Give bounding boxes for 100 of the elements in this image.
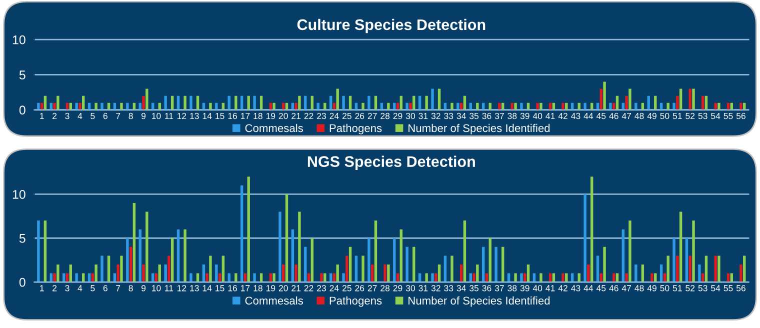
bar [463,220,466,282]
bar [688,88,692,110]
x-tick-label: 33 [444,285,454,292]
y-tick-label: 5 [19,234,26,243]
x-tick-label: 38 [508,112,517,120]
y-tick-label: 10 [12,35,26,44]
bar [116,264,120,282]
bar [190,273,192,282]
x-tick-label: 22 [304,285,314,292]
legend-label: Commesals [245,124,303,132]
bar [142,96,145,110]
bar [498,102,501,110]
bar [129,246,132,282]
legend-label: Pathogens [330,124,382,134]
bar [685,238,688,282]
bar [142,264,145,282]
x-tick-label: 7 [116,112,120,119]
x-tick-label: 20 [278,285,288,292]
x-tick-label: 44 [584,112,594,119]
x-tick-label: 47 [622,112,631,119]
x-tick-label: 8 [128,285,133,292]
bar [472,273,476,282]
bar [387,264,390,282]
x-tick-label: 45 [596,285,606,292]
x-tick-label: 13 [190,285,199,292]
bar [75,273,78,282]
legend-label: Number of Species Identified [408,296,550,307]
bar [628,88,632,110]
bar [603,246,606,282]
x-tick-label: 42 [558,285,568,292]
x-tick-label: 37 [494,112,504,120]
x-tick-label: 26 [355,112,364,120]
x-tick-label: 14 [202,112,212,119]
x-tick-label: 4 [78,285,82,292]
bar [692,88,695,110]
bar [520,273,523,282]
bar [743,256,746,282]
bar [590,176,594,282]
bar [609,102,612,110]
bar [368,238,370,282]
x-tick-label: 10 [152,285,161,292]
bar [107,256,110,282]
x-tick-label: 6 [103,285,108,292]
x-tick-label: 30 [406,112,415,120]
bar [672,102,676,110]
bar [126,238,129,282]
bar [272,102,276,110]
bar [650,273,654,282]
bar [132,202,136,282]
x-tick-label: 52 [686,285,695,292]
bar [222,256,225,282]
x-tick-label: 38 [508,285,517,292]
bar [44,220,47,282]
x-tick-label: 37 [494,285,504,292]
bar [740,102,742,110]
x-tick-label: 29 [393,285,402,292]
x-tick-label: 34 [456,112,466,120]
bar [342,273,345,282]
bar [247,96,250,110]
x-tick-label: 9 [142,285,146,292]
x-tick-label: 51 [672,285,682,292]
x-tick-label: 3 [65,285,70,292]
bar [247,176,250,282]
bar [688,256,692,282]
bar [431,88,434,110]
x-tick-label: 51 [672,112,682,120]
bar [294,102,298,110]
bar [562,102,564,110]
bar [362,256,364,282]
x-tick-label: 32 [431,112,440,120]
bar [146,88,148,110]
x-tick-label: 55 [724,285,733,292]
x-tick-label: 41 [546,112,555,119]
bar [482,246,485,282]
bar [718,256,720,282]
bar [406,246,408,282]
bar [120,256,123,282]
bar [565,102,568,110]
bar [164,264,167,282]
x-tick-label: 31 [418,285,428,292]
bar [56,264,60,282]
x-tick-label: 56 [736,112,746,120]
x-tick-label: 8 [128,112,133,120]
bar [184,229,186,282]
x-tick-label: 11 [165,112,174,119]
legend-label: Pathogens [330,296,382,307]
bar [342,96,345,110]
bar [336,264,339,282]
x-tick-label: 27 [368,112,377,119]
x-tick-label: 6 [103,112,108,120]
y-tick-label: 0 [19,278,26,287]
x-tick-label: 54 [711,112,720,120]
x-tick-label: 1 [40,112,44,119]
x-tick-label: 15 [216,285,224,292]
x-tick-label: 13 [190,112,199,120]
bar [184,96,186,110]
bar [168,256,170,282]
bar [514,273,517,282]
bar [676,256,679,282]
bar [622,229,625,282]
